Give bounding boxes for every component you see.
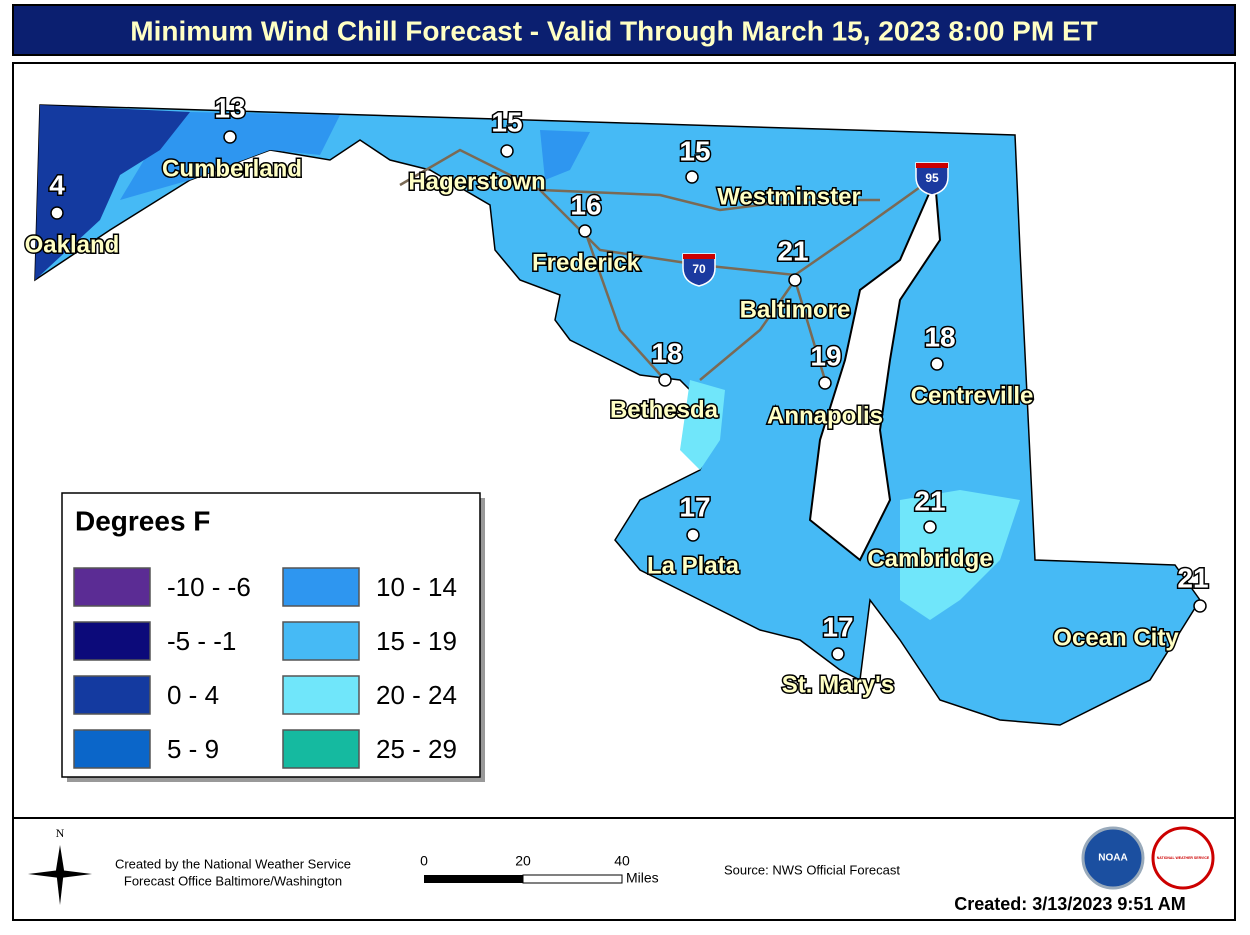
title: Minimum Wind Chill Forecast - Valid Thro… [130,15,1098,46]
legend-swatch [73,729,151,769]
region [120,112,340,200]
legend-label: 0 - 4 [167,680,219,710]
compass-label: N [56,826,65,840]
legend-label: 15 - 19 [376,626,457,656]
legend-label: 5 - 9 [167,734,219,764]
city-dot [685,170,699,184]
city-dot [658,373,672,387]
city-name: Hagerstown [408,168,545,195]
region [35,105,190,280]
legend-swatch [282,621,360,661]
created: Created: 3/13/2023 9:51 AM [954,894,1185,914]
legend-swatch [282,567,360,607]
footer [12,817,1236,921]
interstate-layer: 95 70 [682,162,949,287]
city-dot [930,357,944,371]
city-dot [500,144,514,158]
scale-bar-segment [424,875,523,883]
city-value: 15 [491,106,522,137]
legend-label: -10 - -6 [167,572,251,602]
legend-swatch [282,675,360,715]
scale-unit: Miles [626,870,659,886]
road [399,148,931,381]
legend-label: -5 - -1 [167,626,236,656]
credit: Forecast Office Baltimore/Washington [124,873,342,888]
city-dot [223,130,237,144]
city-name: Oakland [25,231,120,258]
city-value: 21 [914,485,945,516]
city-name: Frederick [532,249,641,276]
city-name: Centreville [911,382,1034,409]
region [680,380,725,470]
interstate-label: 95 [925,171,939,185]
source: Source: NWS Official Forecast [724,862,900,877]
interstate-shield [682,253,716,287]
city-value: 13 [214,92,245,123]
legend-items: -10 - -6 -5 - -1 0 - 4 5 - 9 10 - 14 15 - 19 2… [73,567,457,769]
legend-label: 20 - 24 [376,680,457,710]
city-value: 19 [810,340,841,371]
legend-label: 10 - 14 [376,572,457,602]
title-bar [12,4,1236,56]
legend-swatch [73,567,151,607]
region [540,130,590,180]
nws-logo [1151,826,1215,890]
scale-tick-label: 0 [420,853,428,869]
city-name: Annapolis [767,402,883,429]
legend-swatch [73,675,151,715]
city-dot [50,206,64,220]
city-value: 18 [924,321,955,352]
city-dot [1193,599,1207,613]
city-name: Westminster [717,183,861,210]
city-name: Cambridge [867,545,992,572]
city-layer: 4 Oakland 13 Cumberland 15 Hagerstown 15 Westmi… [23,91,1210,700]
city-dot [686,528,700,542]
city-name: Baltimore [740,296,851,323]
scale-tick-label: 40 [614,853,630,869]
interstate-label: 70 [692,262,706,276]
scale-bar-segment [522,874,623,884]
city-dot [923,520,937,534]
shield-top [683,254,715,259]
chesapeake-bay [808,179,942,562]
city-name: Ocean City [1053,624,1179,651]
city-value: 4 [49,169,65,200]
scale-tick-label: 20 [515,853,531,869]
legend-label: 25 - 29 [376,734,457,764]
city-name: La Plata [647,552,740,579]
city-name: St. Mary's [782,671,894,698]
city-value: 15 [679,135,710,166]
city-value: 21 [777,235,808,266]
credit: Created by the National Weather Service [115,856,351,871]
city-dot [788,273,802,287]
legend-swatch [282,729,360,769]
city-name: Cumberland [162,155,302,182]
city-dot [831,647,845,661]
city-value: 17 [822,611,853,642]
interstate-shield [915,162,949,196]
city-dot [818,376,832,390]
legend-title: Degrees F [75,505,210,536]
logo-text: NOAA [1098,853,1127,864]
legend-swatch [73,621,151,661]
logo-text: NATIONAL WEATHER SERVICE [1157,856,1210,860]
city-value: 16 [570,189,601,220]
city-value: 17 [679,491,710,522]
city-value: 18 [651,337,682,368]
noaa-logo [1081,826,1145,890]
city-name: Bethesda [610,396,719,423]
city-value: 21 [1177,562,1208,593]
compass [28,870,92,878]
city-dot [578,224,592,238]
shield-top [916,163,948,168]
